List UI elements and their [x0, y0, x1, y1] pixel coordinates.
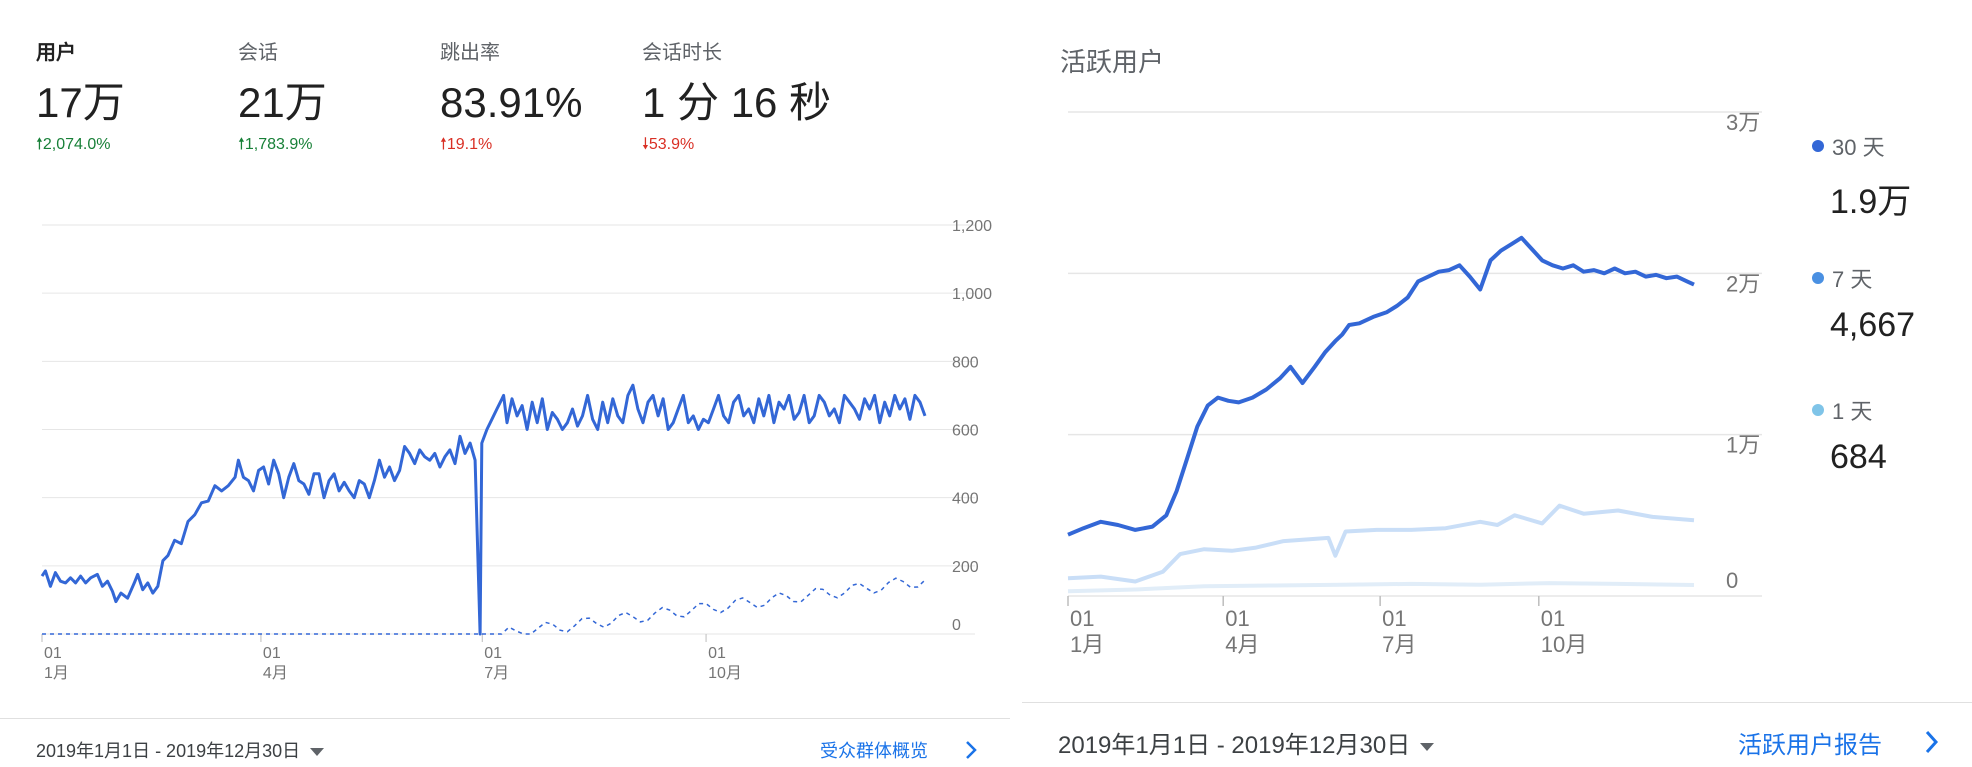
users-series-line: [40, 383, 927, 636]
metric-label: 会话: [238, 42, 278, 64]
y-tick-label: 0: [1726, 568, 1738, 593]
arrow-up-icon: 🠕: [440, 136, 447, 153]
chevron-right-icon[interactable]: [964, 739, 978, 761]
arrow-up-icon: 🠕: [36, 136, 43, 153]
date-range-text: 2019年1月1日 - 2019年12月30日: [36, 741, 301, 761]
legend-value: 4,667: [1830, 306, 1916, 344]
y-tick-label: 200: [952, 559, 979, 576]
x-tick-label: 01: [1382, 606, 1406, 631]
metric-value: 17万: [36, 79, 125, 126]
y-tick-label: 400: [952, 491, 979, 508]
metric-users[interactable]: 用户 17万 🠕2,074.0%: [36, 36, 125, 160]
y-tick-label: 0: [952, 617, 961, 634]
legend-value: 684: [1830, 438, 1887, 476]
x-tick-label: 4月: [1225, 632, 1259, 657]
y-tick-label: 3万: [1726, 110, 1760, 135]
active-users-series-1: [1067, 503, 1695, 584]
x-tick-label: 01: [1225, 606, 1249, 631]
x-tick-label: 10月: [708, 665, 742, 682]
caret-down-icon: [310, 748, 325, 757]
arrow-down-icon: 🠗: [642, 136, 649, 153]
x-tick-label: 01: [708, 645, 726, 662]
x-tick-label: 1月: [44, 665, 69, 682]
legend-value: 1.9万: [1830, 183, 1912, 221]
active-users-series-0: [1067, 235, 1695, 537]
metric-value: 1 分 16 秒: [642, 79, 832, 126]
previous-period-line: [42, 577, 926, 635]
x-tick-label: 1月: [1070, 632, 1104, 657]
metric-value: 21万: [238, 79, 327, 126]
date-range-text: 2019年1月1日 - 2019年12月30日: [1058, 732, 1411, 759]
x-tick-label: 01: [44, 645, 62, 662]
y-tick-label: 1,200: [952, 218, 992, 235]
chevron-right-icon[interactable]: [1924, 729, 1940, 755]
users-line-chart: 0 200 400 600 800 1,000 1,200 01 1月 01 4月 01 7月 01 10月: [40, 218, 992, 682]
x-tick-label: 4月: [263, 665, 288, 682]
audience-overview-link[interactable]: 受众群体概览: [820, 741, 928, 761]
y-tick-label: 2万: [1726, 271, 1760, 296]
metric-value: 83.91%: [440, 79, 583, 126]
metric-bounce-rate[interactable]: 跳出率 83.91% 🠕19.1%: [440, 36, 582, 160]
y-tick-label: 1,000: [952, 286, 992, 303]
legend-dot: [1812, 272, 1824, 284]
x-tick-label: 7月: [484, 665, 509, 682]
metric-label: 会话时长: [642, 42, 722, 64]
x-tick-label: 10月: [1541, 632, 1587, 657]
right-footer: 2019年1月1日 - 2019年12月30日 活跃用户报告: [1022, 702, 1972, 767]
audience-overview-card: 用户 17万 🠕2,074.0% 会话 21万 🠕1,783.9% 跳出率 83…: [0, 36, 1010, 767]
legend-dot: [1812, 404, 1824, 416]
x-tick-label: 01: [1541, 606, 1565, 631]
metric-change: 🠕19.1%: [440, 136, 493, 153]
metric-label: 用户: [36, 42, 76, 64]
legend-7-day[interactable]: 7 天 4,667: [1812, 262, 1915, 345]
legend-label: 7 天: [1832, 267, 1873, 292]
x-tick-label: 01: [484, 645, 502, 662]
metric-label: 跳出率: [440, 42, 500, 64]
date-range-selector[interactable]: 2019年1月1日 - 2019年12月30日: [1058, 725, 1435, 760]
legend-1-day[interactable]: 1 天 684: [1812, 394, 1887, 477]
active-users-card: 活跃用户 0 1万 2万 3万 01 1月 01 4月 01 7月 01 10月 2019年1月1日 …: [1022, 0, 1972, 766]
metric-sessions[interactable]: 会话 21万 🠕1,783.9%: [238, 36, 327, 160]
active-users-report-link[interactable]: 活跃用户报告: [1738, 732, 1882, 759]
legend-dot: [1812, 140, 1824, 152]
y-tick-label: 600: [952, 423, 979, 440]
arrow-up-icon: 🠕: [238, 136, 245, 153]
x-tick-label: 01: [1070, 606, 1094, 631]
active-users-series-2: [1067, 581, 1695, 594]
y-tick-label: 1万: [1726, 433, 1760, 458]
y-tick-label: 800: [952, 354, 979, 371]
date-range-selector[interactable]: 2019年1月1日 - 2019年12月30日: [36, 737, 325, 763]
legend-label: 30 天: [1832, 135, 1885, 160]
metric-change: 🠗53.9%: [642, 136, 695, 153]
metric-change: 🠕1,783.9%: [238, 136, 313, 153]
legend-label: 1 天: [1832, 399, 1873, 424]
left-footer: 2019年1月1日 - 2019年12月30日 受众群体概览: [0, 718, 1010, 767]
metric-change: 🠕2,074.0%: [36, 136, 111, 153]
legend-30-day[interactable]: 30 天 1.9万: [1812, 130, 1911, 223]
metric-session-duration[interactable]: 会话时长 1 分 16 秒 🠗53.9%: [642, 36, 831, 160]
x-tick-label: 01: [263, 645, 281, 662]
x-tick-label: 7月: [1382, 632, 1416, 657]
caret-down-icon: [1420, 742, 1435, 751]
card-title: 活跃用户: [1060, 47, 1165, 77]
